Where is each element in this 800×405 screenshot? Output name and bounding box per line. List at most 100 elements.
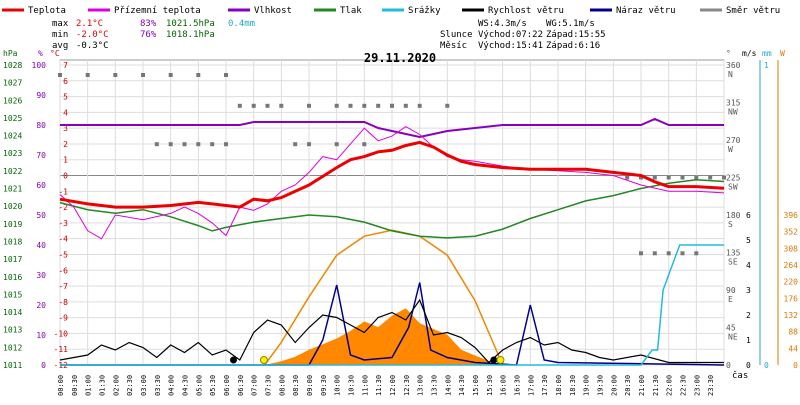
axis-tick-time: 02:30 [126,375,134,396]
series-wind-gust-line [60,282,725,366]
axis-tick-hpa: 1015 [3,290,22,299]
axis-tick-time: 22:00 [666,375,674,396]
axis-tick-time: 20:30 [624,375,632,396]
series-precip-line [60,244,724,366]
axis-tick-time: 14:00 [444,375,452,396]
axis-tick-wm2: 0 [793,361,798,370]
axis-tick-wm2: 264 [784,261,799,270]
axis-tick-hpa: 1028 [3,61,22,70]
wind-dir-point [237,103,242,108]
stats-press-min: 1018.1hPa [166,30,215,40]
axis-tick-time: 06:00 [223,375,231,396]
wind-dir-point [113,73,118,77]
axis-tick-time: 09:00 [306,375,314,396]
series-wind-speed-line [59,298,724,364]
axis-tick-time: 16:30 [514,375,522,396]
wind-dir-point [639,175,643,180]
series-temperature-line [59,140,725,209]
axis-unit-mm: mm [762,49,772,58]
axis-tick-celsius: 4 [63,108,68,117]
axis-tick-time: 08:30 [292,375,300,396]
axis-tick-wm2: 396 [784,211,799,220]
legend: Teplota Přízemní teplota Vlhkost Tlak Srážky… [2,6,780,16]
wind-dir-point [694,251,699,256]
info-sun-label: Slunce [440,30,473,40]
axis-tick-time: 15:00 [472,375,480,396]
axis-tick-direction-name: W [728,145,733,154]
axis-tick-time: 16:00 [500,375,508,396]
wind-dir-point [224,142,228,147]
axis-tick-time: 00:00 [57,375,65,396]
axis-tick-time: 20:00 [610,375,618,396]
axis-tick-hpa: 1014 [3,308,22,317]
axis-tick-time: 15:30 [486,375,494,396]
wind-dir-point [307,142,311,147]
wind-dir-point [293,142,298,147]
legend-label-precip: Srážky [408,6,441,16]
axis-tick-time: 10:00 [334,375,342,396]
info-sunrise: Východ:07:22 [478,30,543,40]
wind-dir-point [666,175,671,180]
chart-title: 29.11.2020 [364,51,436,65]
info-moonrise: Východ:15:41 [478,41,543,51]
axis-tick-direction-name: E [728,295,733,304]
axis-tick-pct: 60 [36,181,46,190]
axis-tick-time: 05:30 [209,375,217,396]
wind-dir-point [390,103,394,108]
wind-dir-point [417,103,422,108]
wind-dir-point [334,103,339,108]
sunrise-marker [259,356,268,364]
axis-tick-celsius: -11 [54,345,69,354]
axis-unit-pct: % [38,49,43,58]
axis-tick-celsius: 7 [63,61,68,70]
axis-tick-ms: 0 [746,361,751,370]
stats-press-max: 1021.5hPa [166,19,215,29]
wind-dir-point [210,142,215,147]
info-moon-label: Měsíc [440,41,467,51]
series-humidity-line [60,117,724,139]
axis-tick-celsius: 3 [63,124,68,133]
axis-tick-hpa: 1020 [3,202,22,211]
axis-tick-time: 17:00 [527,375,535,396]
legend-label-temperature: Teplota [28,6,66,16]
axis-tick-celsius: 2 [63,140,68,149]
axis-tick-direction-deg: 45 [726,324,736,333]
wind-dir-point [403,103,408,108]
axis-tick-wm2: 308 [784,244,799,253]
axis-tick-hpa: 1017 [3,255,22,264]
wind-dir-point [625,175,630,180]
axis-tick-hpa: 1013 [3,326,22,335]
wind-dir-point [445,103,450,108]
legend-label-wind_speed: Rychlost větru [488,6,564,16]
axis-tick-direction-name: NE [728,333,738,342]
axis-unit-ms: m/s [742,49,757,58]
axis-tick-time: 11:30 [375,375,383,396]
stats-avg-label: avg [52,41,68,51]
axis-tick-time: 17:30 [541,375,549,396]
legend-label-dewpoint: Přízemní teplota [114,6,201,16]
wind-dir-point [307,103,311,108]
legend-label-humidity: Vlhkost [254,6,292,16]
wind-dir-point [279,103,284,108]
axis-tick-hpa: 1012 [3,343,22,352]
axis-tick-time: 12:00 [389,375,397,396]
axis-tick-hpa: 1023 [3,149,22,158]
axis-tick-time: 18:00 [555,375,563,396]
astro-info-panel: WS:4.3m/s WG:5.1m/s Slunce Východ:07:22 Zápa… [440,19,606,51]
axis-tick-wm2: 44 [788,344,798,353]
wind-dir-point [652,175,657,180]
stats-temp-max: 2.1°C [76,19,103,29]
axis-tick-hpa: 1018 [3,237,22,246]
wind-dir-point [652,251,657,256]
stats-temp-avg: -0.3°C [76,41,109,51]
wind-dir-point [251,103,256,108]
wind-dir-point [196,142,201,147]
series-pressure-line [59,178,725,239]
axis-tick-wm2: 132 [784,311,799,320]
axis-tick-time: 12:30 [403,375,411,396]
axis-tick-pct: 90 [36,91,46,100]
axis-tick-hpa: 1024 [3,132,22,141]
